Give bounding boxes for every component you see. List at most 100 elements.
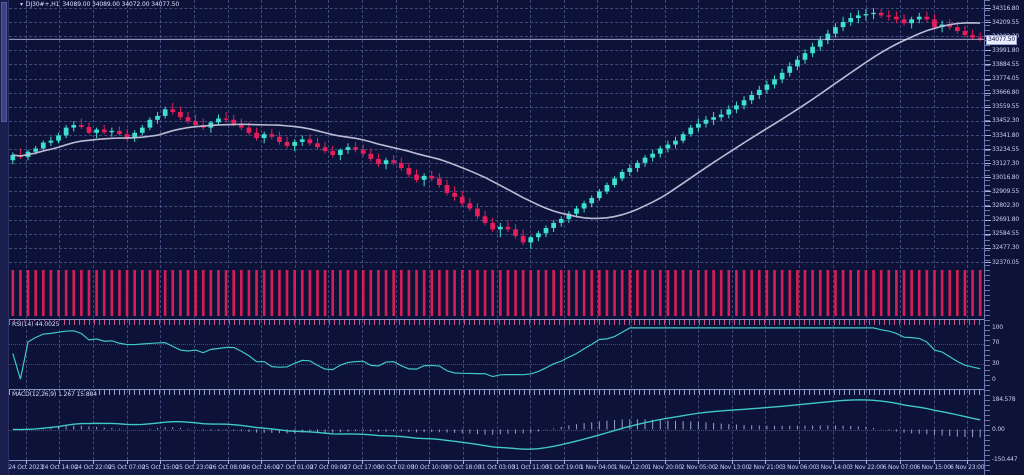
- candle-body: [86, 126, 92, 133]
- volume-bar: [933, 270, 936, 316]
- volume-bar: [948, 270, 952, 316]
- candle-body: [330, 151, 336, 156]
- candle-body: [650, 153, 656, 158]
- volume-bar: [102, 270, 106, 316]
- volume-bar: [179, 270, 182, 316]
- volume-bar: [354, 270, 357, 316]
- candle-body: [977, 37, 983, 40]
- time-axis-label: 31 Oct 11:00: [511, 464, 549, 471]
- volume-bar: [636, 270, 639, 316]
- time-axis[interactable]: 24 Oct 2023 24 Oct 14:00 24 Oct 22:00 25 Oc…: [8, 460, 985, 475]
- volume-bar: [757, 270, 761, 316]
- candle-body: [376, 158, 381, 165]
- volume-bar: [940, 270, 944, 316]
- scrollbar-thumb[interactable]: [1, 2, 7, 122]
- volume-bar: [34, 270, 37, 316]
- candle-body: [756, 89, 762, 95]
- volume-bar: [316, 270, 319, 316]
- chevron-down-icon[interactable]: ▾: [20, 1, 23, 8]
- candle-body: [360, 149, 366, 154]
- candle-body: [40, 142, 46, 149]
- rsi-pane[interactable]: RSI(14) 44.0025: [9, 319, 984, 388]
- time-axis-tick: [328, 461, 330, 464]
- price-axis-tick: [985, 262, 991, 263]
- price-axis-label: 33016.80: [992, 173, 1020, 181]
- price-axis-tick: [985, 247, 991, 249]
- volume-bar: [910, 270, 913, 316]
- volume-bar: [278, 270, 281, 316]
- candle-body: [703, 119, 709, 124]
- volume-bar: [689, 270, 693, 316]
- price-axis-tick: [985, 64, 991, 66]
- price-axis[interactable]: 34316.8034209.5534102.3033991.8033884.55…: [984, 0, 1024, 475]
- volume-bar: [887, 270, 891, 316]
- time-axis-tick: [294, 461, 296, 464]
- volume-bar: [849, 270, 853, 316]
- time-axis-label: 27 Oct 09:00: [310, 464, 347, 471]
- candle-body: [299, 139, 305, 142]
- volume-bar: [872, 270, 875, 316]
- candle-body: [185, 117, 191, 122]
- candle-body: [269, 134, 275, 137]
- candle-body: [63, 127, 69, 136]
- candle-body: [444, 185, 450, 193]
- macd-tick-ruler: [9, 390, 984, 395]
- volume-bar: [818, 270, 822, 316]
- volume-bar: [445, 270, 449, 316]
- volume-bar: [156, 270, 159, 316]
- volume-bar: [575, 270, 578, 316]
- time-axis-tick: [25, 461, 27, 464]
- volume-bar: [163, 270, 167, 316]
- candle-body: [734, 105, 739, 110]
- volume-bar: [308, 270, 312, 316]
- volume-bar: [300, 270, 304, 316]
- candle-body: [315, 143, 320, 148]
- time-axis-label: 2 Nov 05:00: [681, 464, 716, 471]
- candle-body: [254, 132, 259, 139]
- volume-bar: [796, 270, 799, 316]
- candle-body: [635, 162, 640, 169]
- macd-pane[interactable]: MACD(12,26,9) 1.267 15.884: [9, 389, 984, 460]
- time-axis-label: 3 Nov 22:00: [849, 464, 884, 471]
- candle-body: [368, 153, 374, 159]
- candle-body: [437, 178, 442, 186]
- candle-body: [155, 115, 160, 120]
- candle-body: [246, 127, 252, 133]
- volume-bar: [384, 270, 388, 316]
- candle-body: [345, 147, 351, 150]
- price-axis-label: 32477.30: [992, 244, 1020, 252]
- volume-bar: [697, 270, 700, 316]
- volume-bar: [476, 270, 479, 316]
- candle-body: [124, 134, 130, 139]
- volume-bar: [727, 270, 731, 316]
- rsi-header-label: RSI(14) 44.0025: [11, 321, 61, 328]
- volume-bar: [41, 270, 45, 316]
- candle-body: [10, 155, 16, 161]
- volume-bar: [879, 270, 883, 316]
- price-pane[interactable]: ▾ DJ30#+,H1 34089.00 34089.00 34072.00 3…: [9, 0, 984, 318]
- vertical-scrollbar[interactable]: [0, 0, 9, 475]
- candle-body: [749, 95, 755, 101]
- candle-body: [962, 31, 968, 35]
- volume-bar: [361, 270, 365, 316]
- volume-bar: [925, 270, 929, 316]
- volume-bar: [118, 270, 121, 316]
- volume-bar: [392, 270, 395, 316]
- volume-bar: [331, 270, 335, 316]
- volume-bar: [674, 270, 677, 316]
- time-axis-label: 26 Oct 16:00: [242, 464, 280, 471]
- volume-bar: [49, 270, 53, 316]
- price-axis-tick: [985, 92, 991, 94]
- volume-bar: [978, 270, 982, 316]
- price-axis-tick: [985, 135, 991, 136]
- volume-bar: [369, 270, 373, 316]
- candle-body: [231, 119, 237, 124]
- volume-bar: [506, 270, 510, 316]
- volume-bar: [582, 270, 586, 316]
- candle-body: [277, 136, 282, 142]
- volume-bar: [956, 270, 959, 316]
- volume-bar: [80, 270, 83, 316]
- volume-bar: [529, 270, 533, 316]
- volume-bar: [712, 270, 715, 316]
